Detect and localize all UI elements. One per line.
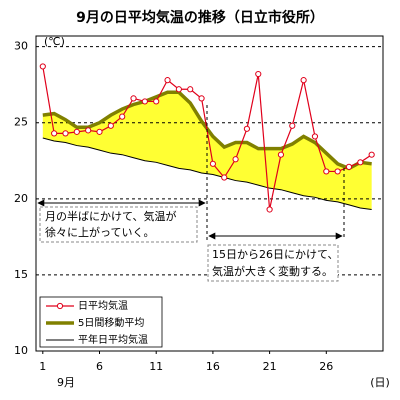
data-point — [85, 127, 92, 134]
data-point — [62, 130, 69, 137]
y-tick-label: 10 — [14, 344, 28, 357]
annotation-text: 15日から26日にかけて、 — [212, 248, 338, 261]
plot-frame — [35, 35, 384, 352]
legend-label: 5日間移動平均 — [78, 316, 144, 329]
data-point — [277, 151, 285, 158]
data-point — [209, 160, 217, 167]
data-point — [255, 70, 262, 78]
legend-label: 平年日平均気温 — [78, 333, 148, 346]
data-point — [39, 63, 46, 70]
x-unit: (日) — [370, 376, 390, 389]
x-tick-label: 16 — [206, 360, 220, 373]
y-tick-label: 15 — [14, 268, 28, 281]
area-fill — [42, 92, 372, 210]
annotation-text: 気温が大きく変動する。 — [212, 264, 333, 278]
data-point — [232, 156, 239, 163]
x-tick-label: 21 — [263, 360, 277, 373]
data-point — [164, 77, 171, 84]
data-point — [266, 206, 273, 213]
data-point — [130, 95, 137, 102]
annotation-box — [39, 206, 198, 243]
data-point — [357, 159, 364, 166]
legend-label: 日平均気温 — [78, 299, 128, 312]
x-tick-label: 6 — [96, 360, 103, 373]
data-point — [323, 168, 330, 175]
data-point — [175, 86, 182, 93]
data-point — [368, 151, 375, 158]
y-tick-label: 25 — [14, 116, 28, 129]
data-point — [221, 174, 228, 181]
data-point — [345, 163, 353, 170]
x-tick-label: 26 — [319, 360, 333, 373]
annotation-text: 徐々に上がっていく。 — [45, 225, 154, 239]
data-point — [334, 168, 341, 175]
legend-marker — [56, 302, 64, 310]
annotation-box — [207, 244, 339, 282]
data-point — [73, 128, 80, 135]
chart-title: 9月の日平均気温の推移（日立市役所） — [76, 9, 324, 26]
x-tick-label: 1 — [39, 360, 46, 373]
data-point — [107, 122, 114, 129]
data-point — [289, 122, 296, 129]
data-point — [311, 133, 319, 140]
data-point — [198, 95, 205, 102]
y-unit: (℃) — [44, 35, 65, 48]
data-point — [96, 128, 103, 135]
data-point — [51, 130, 58, 137]
x-month-label: 9月 — [57, 376, 75, 389]
y-tick-label: 30 — [14, 40, 28, 53]
data-point — [300, 77, 307, 84]
annotations: 月の半ばにかけて、気温が 徐々に上がっていく。 15日から26日にかけて、 気温… — [37, 105, 345, 282]
data-point — [119, 113, 126, 120]
data-point — [243, 125, 251, 132]
data-point — [141, 98, 148, 105]
data-point — [153, 98, 160, 105]
data-point — [187, 86, 194, 93]
annotation-text: 月の半ばにかけて、気温が — [45, 209, 176, 223]
y-tick-label: 20 — [14, 192, 28, 205]
x-tick-label: 11 — [149, 360, 163, 373]
